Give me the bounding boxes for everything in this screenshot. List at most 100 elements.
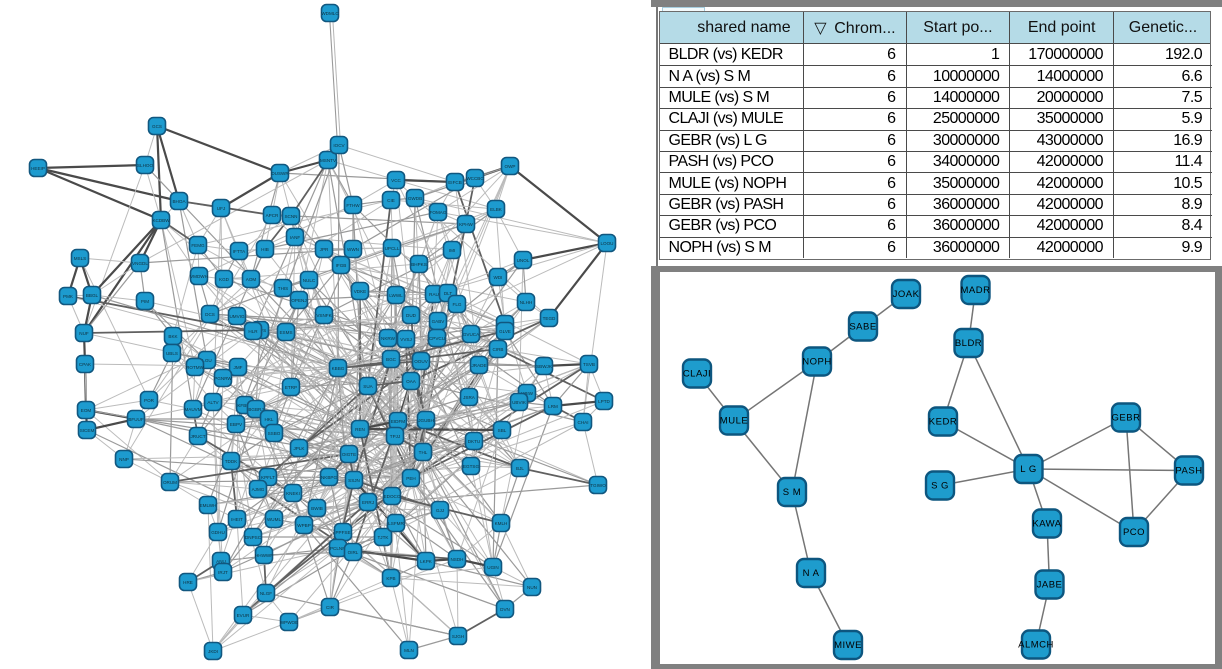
svg-text:NNP: NNP: [119, 457, 129, 462]
svg-text:EIFCB: EIFCB: [448, 180, 462, 185]
svg-text:JGUBH: JGUBH: [418, 418, 434, 423]
svg-text:RAU: RAU: [429, 292, 439, 297]
svg-text:TPJJ: TPJJ: [390, 434, 400, 439]
svg-text:SCNN: SCNN: [284, 214, 297, 219]
svg-text:FLG: FLG: [453, 302, 462, 307]
svg-text:SSJN: SSJN: [348, 478, 360, 483]
svg-text:IHEIT: IHEIT: [231, 517, 243, 522]
svg-text:MULE: MULE: [720, 415, 748, 426]
svg-text:JRUCT: JRUCT: [190, 434, 205, 439]
svg-text:ESMS: ESMS: [279, 330, 292, 335]
svg-text:LWWL: LWWL: [389, 293, 403, 298]
svg-text:KMLH: KMLH: [495, 521, 508, 526]
svg-text:REN: REN: [355, 427, 365, 432]
svg-text:EGTSG: EGTSG: [463, 464, 480, 469]
svg-text:CPAK: CPAK: [79, 362, 92, 367]
svg-text:HRE: HRE: [183, 580, 193, 585]
svg-text:KBBG: KBBG: [332, 366, 345, 371]
svg-text:VMDWH: VMDWH: [190, 274, 208, 279]
svg-text:HHWWF: HHWWF: [255, 553, 273, 558]
svg-text:EMLWH: EMLWH: [200, 503, 217, 508]
svg-text:NUF: NUF: [79, 331, 89, 336]
svg-text:KPFLT: KPFLT: [261, 475, 275, 480]
svg-text:UNOL: UNOL: [517, 258, 530, 263]
svg-text:KPB: KPB: [386, 576, 395, 581]
svg-text:N A: N A: [803, 568, 820, 579]
svg-text:MLN: MLN: [404, 648, 414, 653]
svg-text:IFGB: IFGB: [336, 263, 347, 268]
svg-text:ETRP: ETRP: [285, 385, 297, 390]
svg-text:WPWOE: WPWOE: [280, 620, 298, 625]
svg-text:VVSJ: VVSJ: [400, 337, 412, 342]
svg-text:LPTD: LPTD: [598, 399, 610, 404]
svg-text:FEMG: FEMG: [191, 243, 205, 248]
svg-text:DUD: DUD: [406, 313, 417, 318]
svg-text:SJGH: SJGH: [452, 634, 464, 639]
svg-text:GDHU: GDHU: [211, 530, 225, 535]
svg-text:TEGD: TEGD: [543, 316, 556, 321]
svg-text:ELBK: ELBK: [490, 207, 503, 212]
svg-text:DCS: DCS: [205, 312, 215, 317]
svg-text:SUA: SUA: [363, 384, 373, 389]
svg-text:KAWA: KAWA: [1032, 518, 1061, 529]
svg-text:GLVE: GLVE: [499, 329, 511, 334]
svg-text:ANU: ANU: [216, 559, 226, 564]
svg-text:SICEM: SICEM: [80, 428, 95, 433]
svg-text:BWIB: BWIB: [311, 506, 323, 511]
svg-text:IOCV: IOCV: [333, 143, 345, 148]
svg-text:UGIN: UGIN: [487, 565, 498, 570]
svg-text:KFBEC: KFBEC: [237, 403, 253, 408]
svg-text:BGBRJ: BGBRJ: [248, 407, 263, 412]
svg-text:SBL: SBL: [498, 428, 507, 433]
svg-text:HKL: HKL: [265, 417, 274, 422]
svg-text:NOPH: NOPH: [802, 356, 831, 367]
svg-text:IMI: IMI: [449, 248, 455, 253]
svg-text:JKDI: JKDI: [208, 649, 218, 654]
svg-text:KPHW: KPHW: [459, 222, 473, 227]
svg-text:WWN: WWN: [347, 247, 359, 252]
svg-text:WCCBC: WCCBC: [466, 176, 484, 181]
svg-text:LOOU: LOOU: [600, 241, 613, 246]
svg-text:CIR: CIR: [326, 605, 335, 610]
svg-text:JSRA: JSRA: [463, 395, 476, 400]
svg-text:SABE: SABE: [849, 321, 876, 332]
svg-text:OAA: OAA: [406, 379, 417, 384]
svg-text:VNGDL: VNGDL: [132, 261, 148, 266]
svg-text:UMVIG: UMVIG: [229, 314, 244, 319]
svg-text:AOM: AOM: [246, 277, 257, 282]
svg-text:BGC: BGC: [386, 357, 397, 362]
svg-text:NLHH: NLHH: [520, 300, 533, 305]
svg-text:UBLS: UBLS: [166, 351, 178, 356]
svg-text:OOUV: OOUV: [414, 359, 428, 364]
svg-text:JRADE: JRADE: [471, 363, 486, 368]
svg-text:NSDH: NSDH: [450, 557, 463, 562]
svg-text:UBIW: UBIW: [521, 391, 534, 396]
svg-text:WPBP: WPBP: [297, 523, 311, 528]
svg-text:DLT: DLT: [444, 291, 453, 296]
svg-text:GVUCA: GVUCA: [463, 332, 480, 337]
svg-text:THL: THL: [419, 450, 428, 455]
svg-text:WDI: WDI: [494, 275, 503, 280]
svg-text:GEBR: GEBR: [1112, 412, 1141, 423]
svg-text:HEEIP: HEEIP: [31, 166, 45, 171]
svg-text:SBWJK: SBWJK: [536, 364, 553, 369]
svg-text:UPCLL: UPCLL: [385, 246, 400, 251]
svg-text:IRJT: IRJT: [218, 570, 228, 575]
svg-text:EOM: EOM: [81, 408, 92, 413]
svg-text:PGNRW: PGNRW: [214, 376, 232, 381]
svg-text:S G: S G: [931, 480, 949, 491]
svg-text:KEDR: KEDR: [929, 416, 957, 427]
svg-text:OIGTE: OIGTE: [342, 452, 356, 457]
svg-text:PEH: PEH: [406, 476, 415, 481]
svg-text:THIS: THIS: [278, 286, 288, 291]
svg-text:JOAK: JOAK: [893, 289, 920, 300]
svg-text:CPVCU: CPVCU: [429, 336, 445, 341]
svg-text:VDKE: VDKE: [354, 289, 367, 294]
svg-text:BHOA: BHOA: [172, 199, 186, 204]
svg-text:IANF: IANF: [290, 235, 301, 240]
svg-text:GABV: GABV: [432, 319, 446, 324]
svg-text:KNEKI: KNEKI: [286, 491, 300, 496]
svg-text:MADR: MADR: [961, 285, 991, 296]
svg-text:JABE: JABE: [1037, 579, 1063, 590]
svg-text:CIE: CIE: [387, 198, 395, 203]
